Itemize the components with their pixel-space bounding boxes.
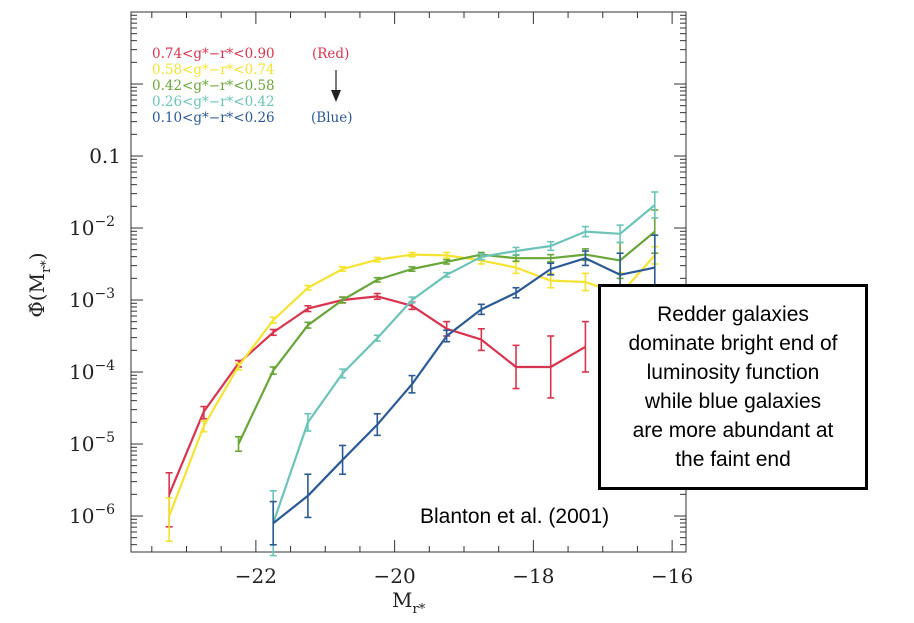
series-line <box>272 257 656 525</box>
data-point <box>304 304 312 313</box>
x-tick-label: −16 <box>651 564 693 588</box>
legend-entry: 0.58<g*−r*<0.74 <box>152 62 275 78</box>
data-point <box>477 327 485 352</box>
plot-frame <box>130 11 687 553</box>
legend: 0.74<g*−r*<0.900.58<g*−r*<0.740.42<g*−r*… <box>152 46 352 126</box>
data-point <box>339 368 347 379</box>
x-axis-title: Mr* <box>392 588 426 617</box>
annotation-box: Redder galaxies dominate bright end of l… <box>598 284 868 490</box>
data-point <box>581 272 589 292</box>
data-point <box>304 412 312 432</box>
data-point <box>443 251 451 260</box>
annotation-line: luminosity function <box>646 361 820 384</box>
x-tick-label: −18 <box>512 564 554 588</box>
data-point <box>373 256 381 263</box>
y-tick-label: 10−2 <box>69 214 115 240</box>
data-point <box>373 334 381 342</box>
data-point <box>235 435 243 453</box>
y-tick-label: 10−3 <box>69 286 115 312</box>
data-point <box>547 335 555 399</box>
legend-entry: 0.26<g*−r*<0.42 <box>152 94 275 110</box>
data-point <box>581 320 589 373</box>
legend-entry: 0.42<g*−r*<0.58 <box>152 78 275 94</box>
data-point <box>477 303 485 316</box>
series-layer <box>165 191 659 557</box>
legend-red-tag: (Red) <box>312 46 349 62</box>
data-point <box>581 250 589 267</box>
annotation-line: the faint end <box>675 448 791 471</box>
axis-tick-labels: −22 −20 −18 −16 0.1 10−2 10−3 10−4 10−5 10−6 <box>69 144 693 588</box>
legend-arrow <box>331 70 341 102</box>
data-point <box>512 246 520 256</box>
annotation-line: dominate bright end of <box>628 332 838 355</box>
legend-entry: 0.74<g*−r*<0.90 <box>152 46 275 62</box>
data-point <box>165 497 173 543</box>
annotation-line: while blue galaxies <box>644 390 822 413</box>
data-point <box>269 316 277 324</box>
data-point <box>651 191 659 219</box>
data-point <box>373 412 381 437</box>
series-line <box>168 295 586 495</box>
data-point <box>200 420 208 433</box>
data-point <box>512 344 520 390</box>
y-tick-label: 0.1 <box>89 144 121 168</box>
annotation-line: Redder galaxies <box>657 303 809 326</box>
data-point <box>304 473 312 519</box>
data-point <box>339 296 347 304</box>
data-point <box>235 362 243 371</box>
data-point <box>339 444 347 476</box>
data-point <box>269 500 277 546</box>
data-point <box>547 262 555 276</box>
data-point <box>269 366 277 375</box>
data-point <box>373 292 381 301</box>
y-tick-label: 10−4 <box>69 358 115 384</box>
data-point <box>339 266 347 273</box>
data-point <box>512 286 520 299</box>
data-point <box>443 258 451 265</box>
data-point <box>373 276 381 283</box>
series-1 <box>165 245 659 543</box>
x-tick-label: −20 <box>374 564 416 588</box>
y-tick-label: 10−6 <box>69 502 115 528</box>
data-point <box>408 296 416 304</box>
data-point <box>616 224 624 244</box>
annotation-line: are more abundant at <box>632 419 834 442</box>
data-point <box>200 405 208 420</box>
data-point <box>269 328 277 337</box>
data-point <box>304 284 312 291</box>
x-tick-label: −22 <box>235 564 277 588</box>
data-point <box>581 225 589 238</box>
y-tick-label: 10−5 <box>69 430 115 456</box>
series-line <box>272 204 656 524</box>
data-point <box>547 253 555 263</box>
citation-label: Blanton et al. (2001) <box>420 505 610 528</box>
data-point <box>443 271 451 278</box>
data-point <box>477 253 485 261</box>
series-4 <box>269 234 659 546</box>
data-point <box>408 374 416 394</box>
data-point <box>408 251 416 258</box>
data-point <box>408 266 416 273</box>
legend-entry: 0.10<g*−r*<0.26 <box>152 110 275 126</box>
data-point <box>547 240 555 252</box>
series-0 <box>165 292 589 528</box>
data-point <box>443 329 451 343</box>
legend-blue-tag: (Blue) <box>311 110 352 126</box>
y-axis-title: Φ̂(Mr*) <box>25 252 54 317</box>
data-point <box>304 321 312 329</box>
